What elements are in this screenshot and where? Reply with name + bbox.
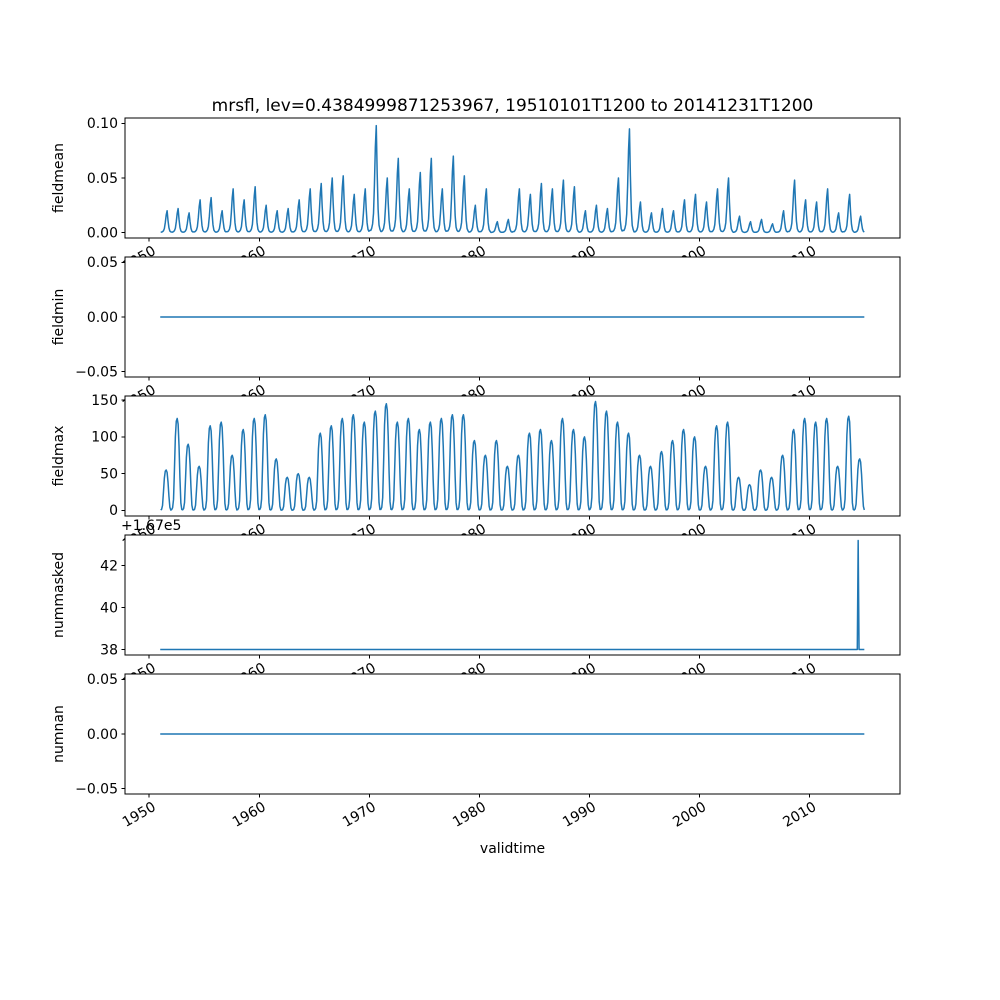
x-tick-label: 1960: [230, 382, 269, 414]
x-tick-label: 2000: [670, 799, 709, 831]
axes-frame: [124, 395, 901, 517]
y-tick-label: 42: [100, 558, 118, 574]
x-tick-label: 1960: [230, 521, 269, 553]
x-tick-label: 1980: [450, 660, 489, 692]
x-tick-label: 1970: [340, 382, 379, 414]
y-axis-label-fieldmax: fieldmax: [51, 426, 67, 487]
x-tick-label: 1960: [230, 799, 269, 831]
y-tick-label: 50: [100, 466, 118, 482]
y-axis-label-fieldmin: fieldmin: [51, 289, 67, 346]
x-tick-label: 1950: [120, 660, 159, 692]
y-axis-label-nummasked: nummasked: [51, 552, 67, 638]
nummasked-line: [160, 539, 865, 651]
y-tick-label: −0.05: [75, 781, 118, 797]
y-tick-label: 0.00: [87, 225, 118, 241]
x-tick-label: 1990: [560, 382, 599, 414]
x-tick-label: 2000: [670, 521, 709, 553]
fieldmean-line: [160, 124, 865, 234]
x-tick-label: 1980: [450, 243, 489, 275]
axes-frame: [124, 117, 901, 239]
y-tick-label: 0.10: [87, 116, 118, 132]
y-axis-label-numnan: numnan: [51, 705, 67, 763]
x-tick-label: 2000: [670, 243, 709, 275]
axes-frame: [124, 534, 901, 656]
x-tick-label: 1990: [560, 660, 599, 692]
y-tick-label: −0.05: [75, 364, 118, 380]
y-tick-label: 0.05: [87, 171, 118, 187]
y-tick-label: 0.05: [87, 672, 118, 688]
x-tick-label: 1970: [340, 521, 379, 553]
y-tick-label: 0: [109, 503, 118, 519]
x-tick-label: 1950: [120, 243, 159, 275]
y-tick-label: 40: [100, 600, 118, 616]
x-tick-label: 1950: [120, 382, 159, 414]
y-tick-label: 0.05: [87, 255, 118, 271]
x-tick-label: 1960: [230, 243, 269, 275]
x-tick-label: 1960: [230, 660, 269, 692]
x-tick-label: 1980: [450, 799, 489, 831]
x-tick-label: 1970: [340, 243, 379, 275]
y-axis-offset-text: +1.67e5: [121, 518, 181, 534]
x-tick-label: 1980: [450, 382, 489, 414]
y-tick-label: 150: [91, 393, 118, 409]
x-tick-label: 1980: [450, 521, 489, 553]
y-tick-label: 0.00: [87, 310, 118, 326]
x-tick-label: 1970: [340, 660, 379, 692]
x-tick-label: 1990: [560, 521, 599, 553]
axes-frame: [124, 673, 901, 795]
x-tick-label: 2010: [780, 660, 819, 692]
x-tick-label: 2010: [780, 521, 819, 553]
x-tick-label: 1950: [120, 799, 159, 831]
y-tick-label: 100: [91, 430, 118, 446]
fieldmax-line: [160, 400, 866, 511]
y-tick-label: 38: [100, 642, 118, 658]
x-tick-label: 2000: [670, 660, 709, 692]
x-axis-label: validtime: [479, 841, 546, 857]
x-tick-label: 1990: [560, 243, 599, 275]
x-tick-label: 1990: [560, 799, 599, 831]
figure-title: mrsfl, lev=0.4384999871253967, 19510101T…: [211, 96, 814, 116]
x-tick-label: 2010: [780, 799, 819, 831]
x-tick-label: 2000: [670, 382, 709, 414]
axes-frame: [124, 256, 901, 378]
x-tick-label: 1970: [340, 799, 379, 831]
x-tick-label: 1950: [120, 521, 159, 553]
x-tick-label: 2010: [780, 243, 819, 275]
x-tick-label: 2010: [780, 382, 819, 414]
y-tick-label: 0.00: [87, 727, 118, 743]
y-axis-label-fieldmean: fieldmean: [51, 143, 67, 213]
